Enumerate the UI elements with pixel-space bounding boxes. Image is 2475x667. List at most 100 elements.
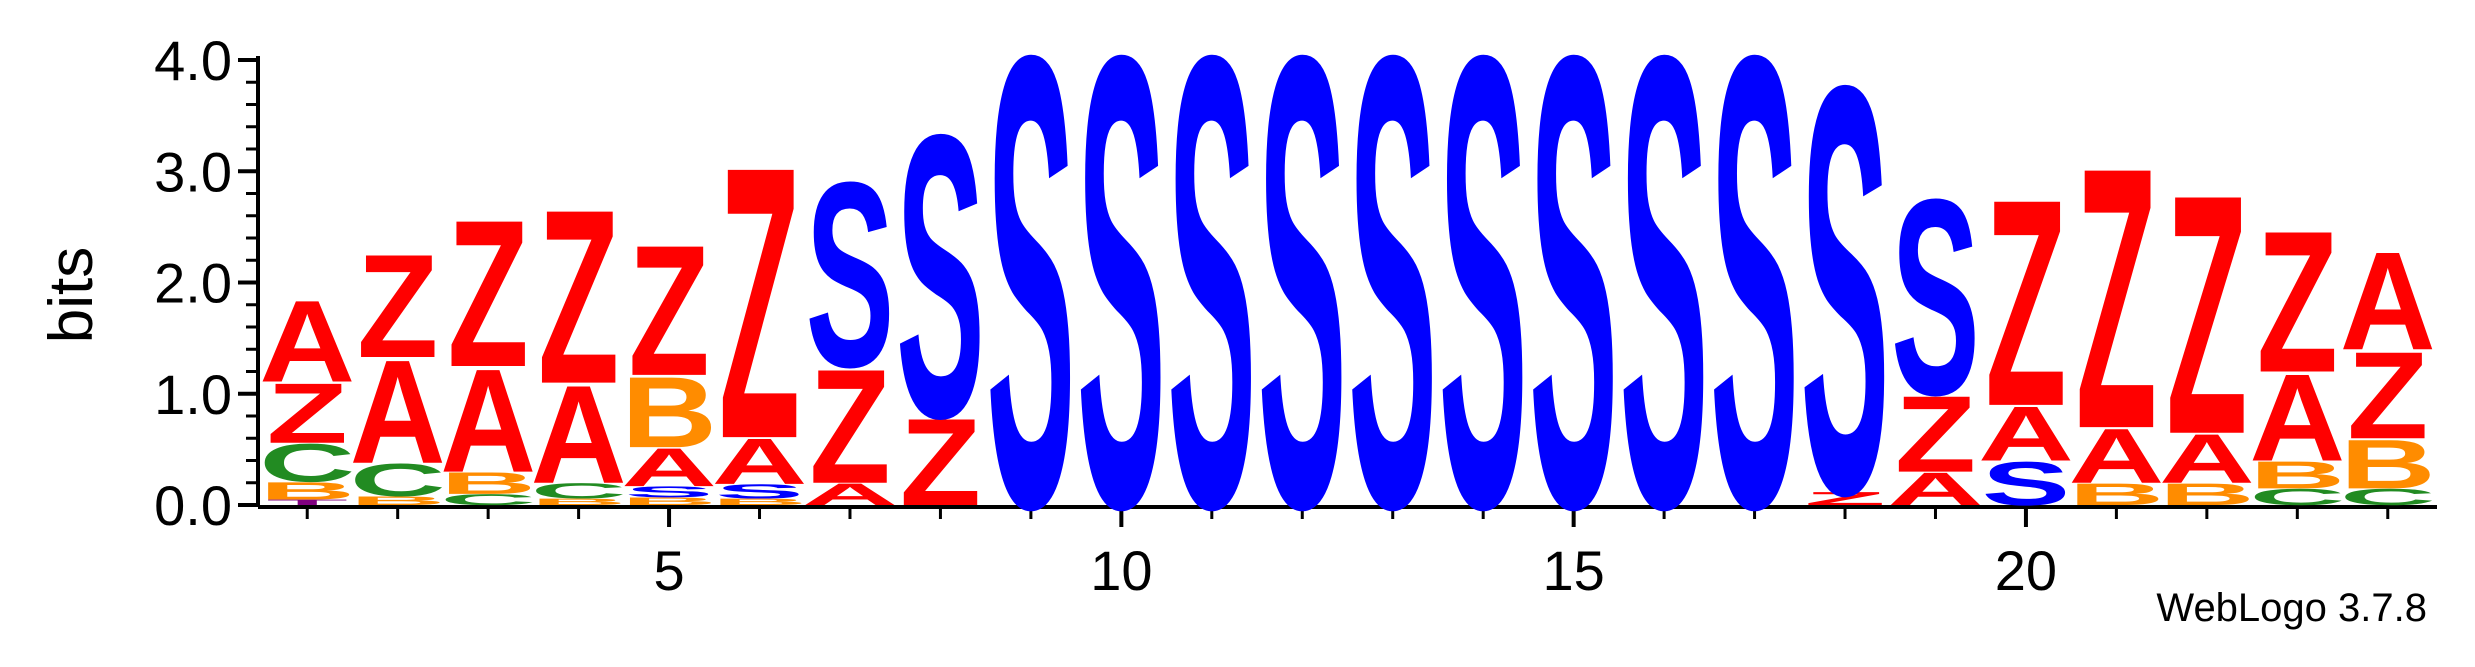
logo-letter-s: S [987, 0, 1076, 642]
logo-letter-s: S [1258, 0, 1347, 642]
logo-letter-a: A [802, 477, 898, 511]
logo-letter-z: Z [809, 335, 890, 518]
logo-letter-b: B [2249, 453, 2345, 497]
logo-letter-a: A [1887, 463, 1983, 515]
letter-stack: BAZ [2068, 91, 2164, 511]
logo-letter-a: A [259, 277, 355, 407]
logo-letter-b: B [621, 495, 717, 507]
letter-stack: S [1529, 0, 1618, 642]
letter-stack: S [1620, 0, 1709, 642]
logo-letter-s: S [1801, 0, 1890, 616]
logo-letter-s: S [1348, 0, 1437, 642]
letter-stack: S [987, 0, 1076, 642]
letter-stack: S [1710, 0, 1799, 642]
logo-letter-a: A [621, 437, 717, 498]
logo-letter-s: S [1620, 0, 1709, 642]
letter-stack: AZS [1887, 142, 1983, 515]
letter-stack: ZS [896, 51, 985, 532]
logo-letter-c: C [2340, 484, 2436, 510]
logo-letter-z: Z [1985, 138, 2066, 468]
logo-letter-s: S [1167, 0, 1256, 642]
logo-letter-z: Z [267, 365, 348, 461]
logo-letter-z: Z [2347, 327, 2428, 465]
x-tick-label: 5 [653, 539, 684, 602]
logo-letter-z: Z [357, 224, 438, 389]
logo-letter-z: Z [2076, 91, 2157, 507]
letter-stack: BAZ [2159, 123, 2255, 512]
logo-letter-c: C [350, 454, 446, 506]
logo-letter-s: S [806, 128, 895, 422]
logo-letter-a: A [2249, 349, 2345, 487]
logo-letter-s: S [1891, 142, 1980, 454]
logo-letter-b: B [2068, 477, 2164, 511]
logo-letter-b: B [621, 356, 717, 469]
logo-letter-a: A [2159, 420, 2255, 498]
logo-letter-s: S [896, 51, 985, 502]
letter-stack: S [1167, 0, 1256, 642]
logo-letter-b: B [2340, 425, 2436, 503]
x-tick-label: 10 [1090, 539, 1152, 602]
logo-letter-a: A [440, 338, 536, 503]
y-tick-label: 4.0 [154, 29, 232, 92]
logo-letter-s: S [1077, 0, 1166, 642]
logo-letter-c: C [440, 491, 536, 508]
logo-letter-b: B [440, 466, 536, 500]
logo-letter-s: S [625, 483, 714, 500]
letter-stack: SAZ [1978, 138, 2074, 518]
logo-letter-b: B [531, 497, 627, 507]
y-axis: 0.0 1.0 2.0 3.0 4.0 [154, 29, 260, 537]
logo-letter-z: Z [538, 159, 619, 436]
logo-letter-a: A [350, 329, 446, 494]
logo-letter-s: S [1439, 0, 1528, 642]
x-axis: 5 10 15 20 [258, 505, 2437, 602]
logo-letter-a: A [531, 357, 627, 513]
logo-letter-z: Z [2166, 123, 2247, 505]
y-tick-label: 2.0 [154, 252, 232, 315]
logo-letter-z: Z [900, 394, 981, 532]
logo-letter-a: A [2340, 223, 2436, 379]
logo-letter-z: Z [448, 177, 529, 411]
logo-letter-s: S [1710, 0, 1799, 642]
letter-stack: ZS [1801, 0, 1890, 616]
logo-letter-b: B [2159, 477, 2255, 511]
logo-letter-a: A [1978, 391, 2074, 478]
logo-letter-a: A [2068, 413, 2164, 500]
logo-letter-c: C [531, 479, 627, 503]
logo-letter-z: Z [1895, 373, 1976, 495]
letter-stack: S [1348, 0, 1437, 642]
logo-letter-s: S [1982, 449, 2071, 518]
logo-letter-z: Z [1804, 488, 1885, 509]
x-tick-label: 15 [1542, 539, 1604, 602]
logo-letter-b: B [259, 477, 355, 505]
logo-letter-s: S [1529, 0, 1618, 642]
letter-stack: S [1077, 0, 1166, 642]
x-tick-label: 20 [1995, 539, 2057, 602]
weblogo-version-label: WebLogo 3.7.8 [2156, 586, 2427, 630]
logo-letter-c: C [2249, 484, 2345, 510]
letter-stack: AZS [802, 128, 898, 517]
letter-stack: S [1439, 0, 1528, 642]
logo-letter-c: C [259, 432, 355, 493]
logo-letter-b: B [712, 497, 808, 507]
y-tick-label: 1.0 [154, 363, 232, 426]
logo-letter-z: Z [628, 207, 709, 415]
logo-letter-s: S [715, 480, 804, 503]
letter-stack: S [1258, 0, 1347, 642]
y-axis-label: bits [37, 247, 106, 343]
logo-letter-a: A [712, 425, 808, 498]
y-tick-label: 3.0 [154, 140, 232, 203]
logo-letter-b: B [350, 494, 446, 508]
logo-letter-z: Z [719, 85, 800, 520]
logo-letter-t: T [267, 498, 348, 507]
logo-letter-z: Z [2257, 190, 2338, 416]
y-tick-label: 0.0 [154, 474, 232, 537]
